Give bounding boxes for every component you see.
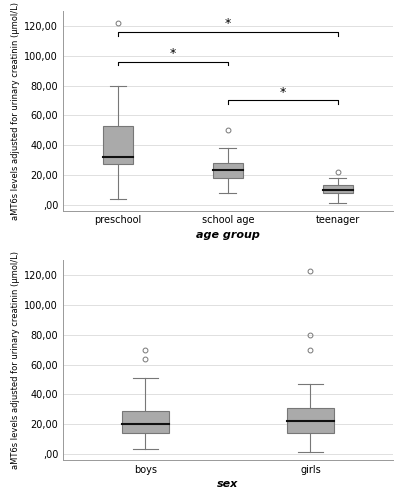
Text: *: * xyxy=(170,47,176,60)
Bar xyxy=(213,163,243,178)
Bar xyxy=(287,408,334,433)
Bar xyxy=(322,186,354,192)
X-axis label: age group: age group xyxy=(196,230,260,239)
Text: *: * xyxy=(225,18,231,30)
Bar xyxy=(103,126,133,164)
Text: *: * xyxy=(280,86,286,99)
X-axis label: sex: sex xyxy=(217,479,239,489)
Y-axis label: aMT6s levels adjusted for urinary creatinin (µmol/L): aMT6s levels adjusted for urinary creati… xyxy=(11,2,20,220)
Bar xyxy=(122,410,168,433)
Y-axis label: aMT6s levels adjusted for urinary creatinin (µmol/L): aMT6s levels adjusted for urinary creati… xyxy=(11,251,20,469)
